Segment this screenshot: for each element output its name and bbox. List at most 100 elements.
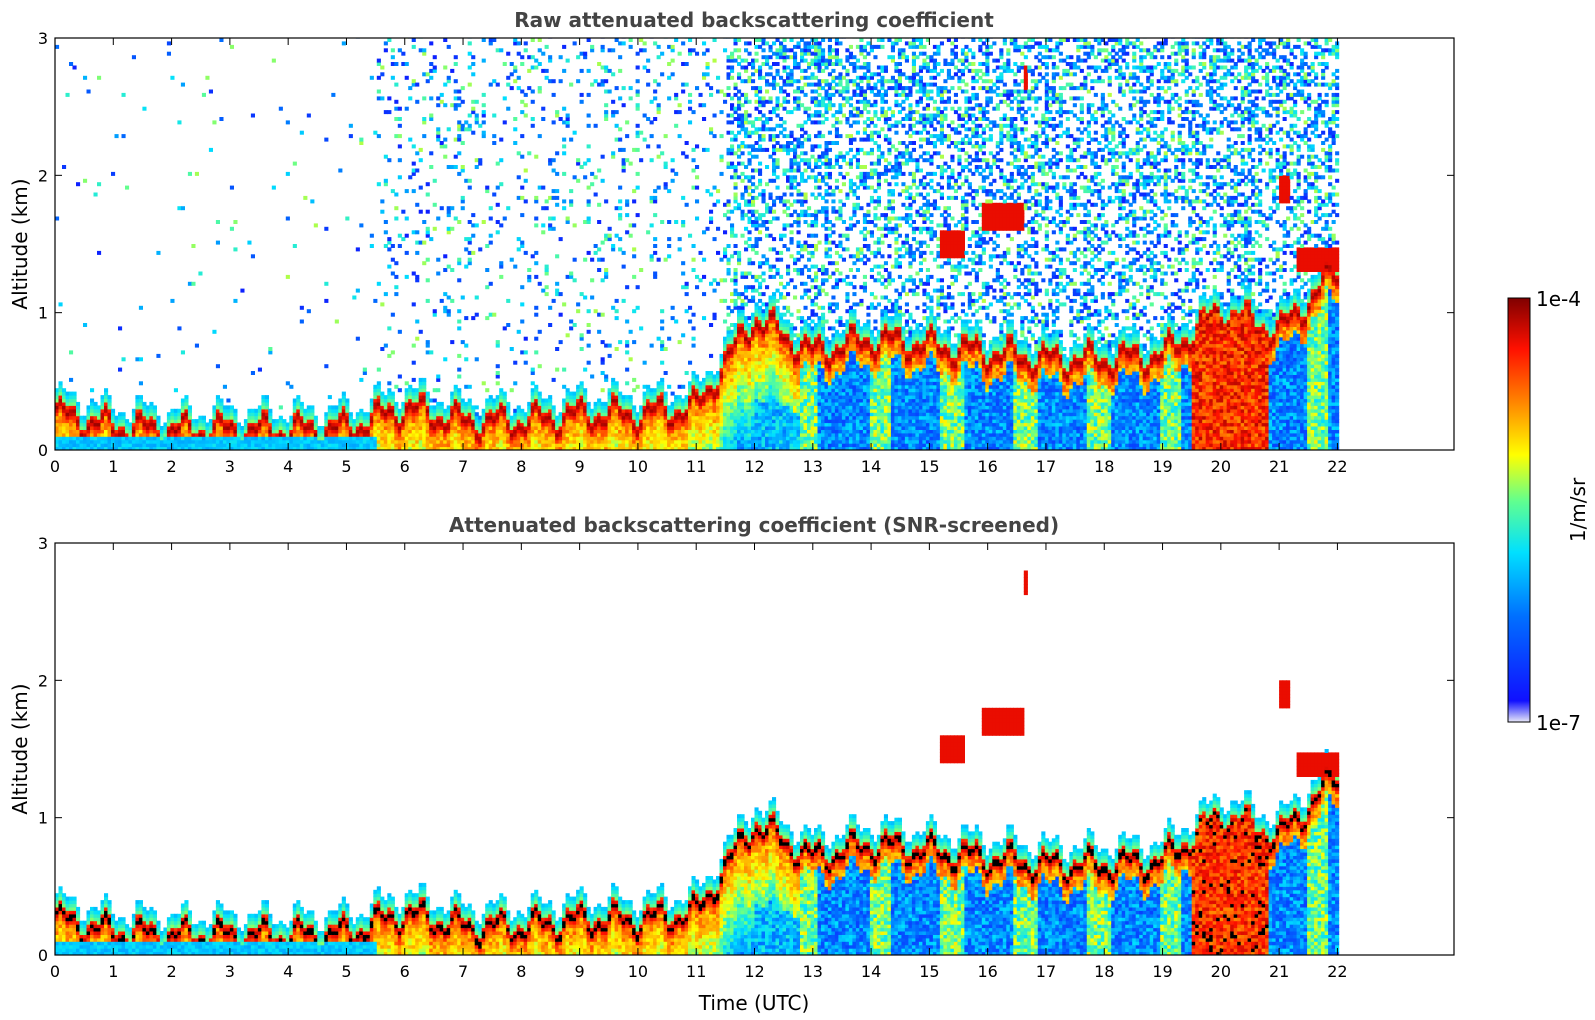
heatmap-cell [583,258,587,262]
heatmap-cell [226,426,230,430]
heatmap-cell [391,272,395,276]
heatmap-cell [720,172,724,176]
heatmap-cell [247,241,251,245]
heatmap-cell [615,347,619,351]
heatmap-cell [755,69,759,73]
heatmap-cell [772,440,776,444]
heatmap-cell [734,186,738,190]
heatmap-cell [765,285,769,289]
heatmap-cell [559,426,563,430]
heatmap-cell [76,405,80,409]
heatmap-cell [436,217,440,221]
heatmap-cell [730,223,734,227]
heatmap-cell [184,440,188,444]
heatmap-cell [405,62,409,66]
heatmap-cell [748,337,752,341]
heatmap-cell [471,100,475,104]
heatmap-cell [205,423,209,427]
heatmap-cell [394,412,398,416]
heatmap-cell [471,405,475,409]
heatmap-cell [615,395,619,399]
heatmap-cell [422,440,426,444]
heatmap-cell [142,412,146,416]
heatmap-cell [674,436,678,440]
heatmap-cell [485,416,489,420]
heatmap-cell [496,220,500,224]
heatmap-cell [653,416,657,420]
heatmap-cell [709,193,713,197]
heatmap-cell [517,412,521,416]
heatmap-cell [587,402,591,406]
heatmap-cell [769,323,773,327]
heatmap-cell [520,412,524,416]
heatmap-cell [741,234,745,238]
heatmap-cell [436,440,440,444]
heatmap-cell [755,241,759,245]
heatmap-cell [587,203,591,207]
heatmap-cell [548,436,552,440]
heatmap-cell [720,375,724,379]
heatmap-cell [611,412,615,416]
heatmap-cell [548,223,552,227]
heatmap-cell [685,203,689,207]
heatmap-cell [583,368,587,372]
heatmap-cell [772,144,776,148]
heatmap-cell [230,405,234,409]
heatmap-cell [713,313,717,317]
heatmap-cell [471,412,475,416]
heatmap-cell [748,62,752,66]
heatmap-cell [776,375,780,379]
heatmap-cell [97,182,101,186]
heatmap-cell [755,337,759,341]
heatmap-cell [744,227,748,231]
heatmap-cell [569,138,573,142]
heatmap-cell [419,210,423,214]
heatmap-cell [573,436,577,440]
heatmap-cell [429,440,433,444]
heatmap-cell [475,426,479,430]
heatmap-cell [660,151,664,155]
heatmap-cell [709,93,713,97]
heatmap-cell [331,405,335,409]
heatmap-cell [426,350,430,354]
heatmap-cell [755,426,759,430]
heatmap-cell [692,158,696,162]
heatmap-cell [331,416,335,420]
heatmap-cell [597,203,601,207]
heatmap-cell [457,412,461,416]
heatmap-cell [548,306,552,310]
heatmap-cell [611,48,615,52]
heatmap-cell [751,148,755,152]
heatmap-cell [454,388,458,392]
heatmap-cell [657,440,661,444]
heatmap-cell [391,395,395,399]
heatmap-cell [443,306,447,310]
heatmap-cell [727,344,731,348]
heatmap-cell [261,440,265,444]
heatmap-cell [758,364,762,368]
heatmap-cell [769,416,773,420]
heatmap-cell [104,395,108,399]
heatmap-cell [415,251,419,255]
heatmap-cell [751,261,755,265]
heatmap-cell [240,440,244,444]
heatmap-cell [181,440,185,444]
heatmap-cell [118,412,122,416]
heatmap-cell [671,436,675,440]
heatmap-cell [765,220,769,224]
heatmap-cell [513,381,517,385]
heatmap-cell [758,412,762,416]
heatmap-cell [751,199,755,203]
heatmap-cell [181,350,185,354]
heatmap-cell [443,412,447,416]
heatmap-cell [562,440,566,444]
heatmap-cell [156,426,160,430]
heatmap-cell [426,79,430,83]
heatmap-cell [485,388,489,392]
heatmap-cell [422,378,426,382]
heatmap-cell [695,426,699,430]
heatmap-cell [667,412,671,416]
heatmap-cell [562,302,566,306]
heatmap-cell [737,203,741,207]
heatmap-cell [552,416,556,420]
